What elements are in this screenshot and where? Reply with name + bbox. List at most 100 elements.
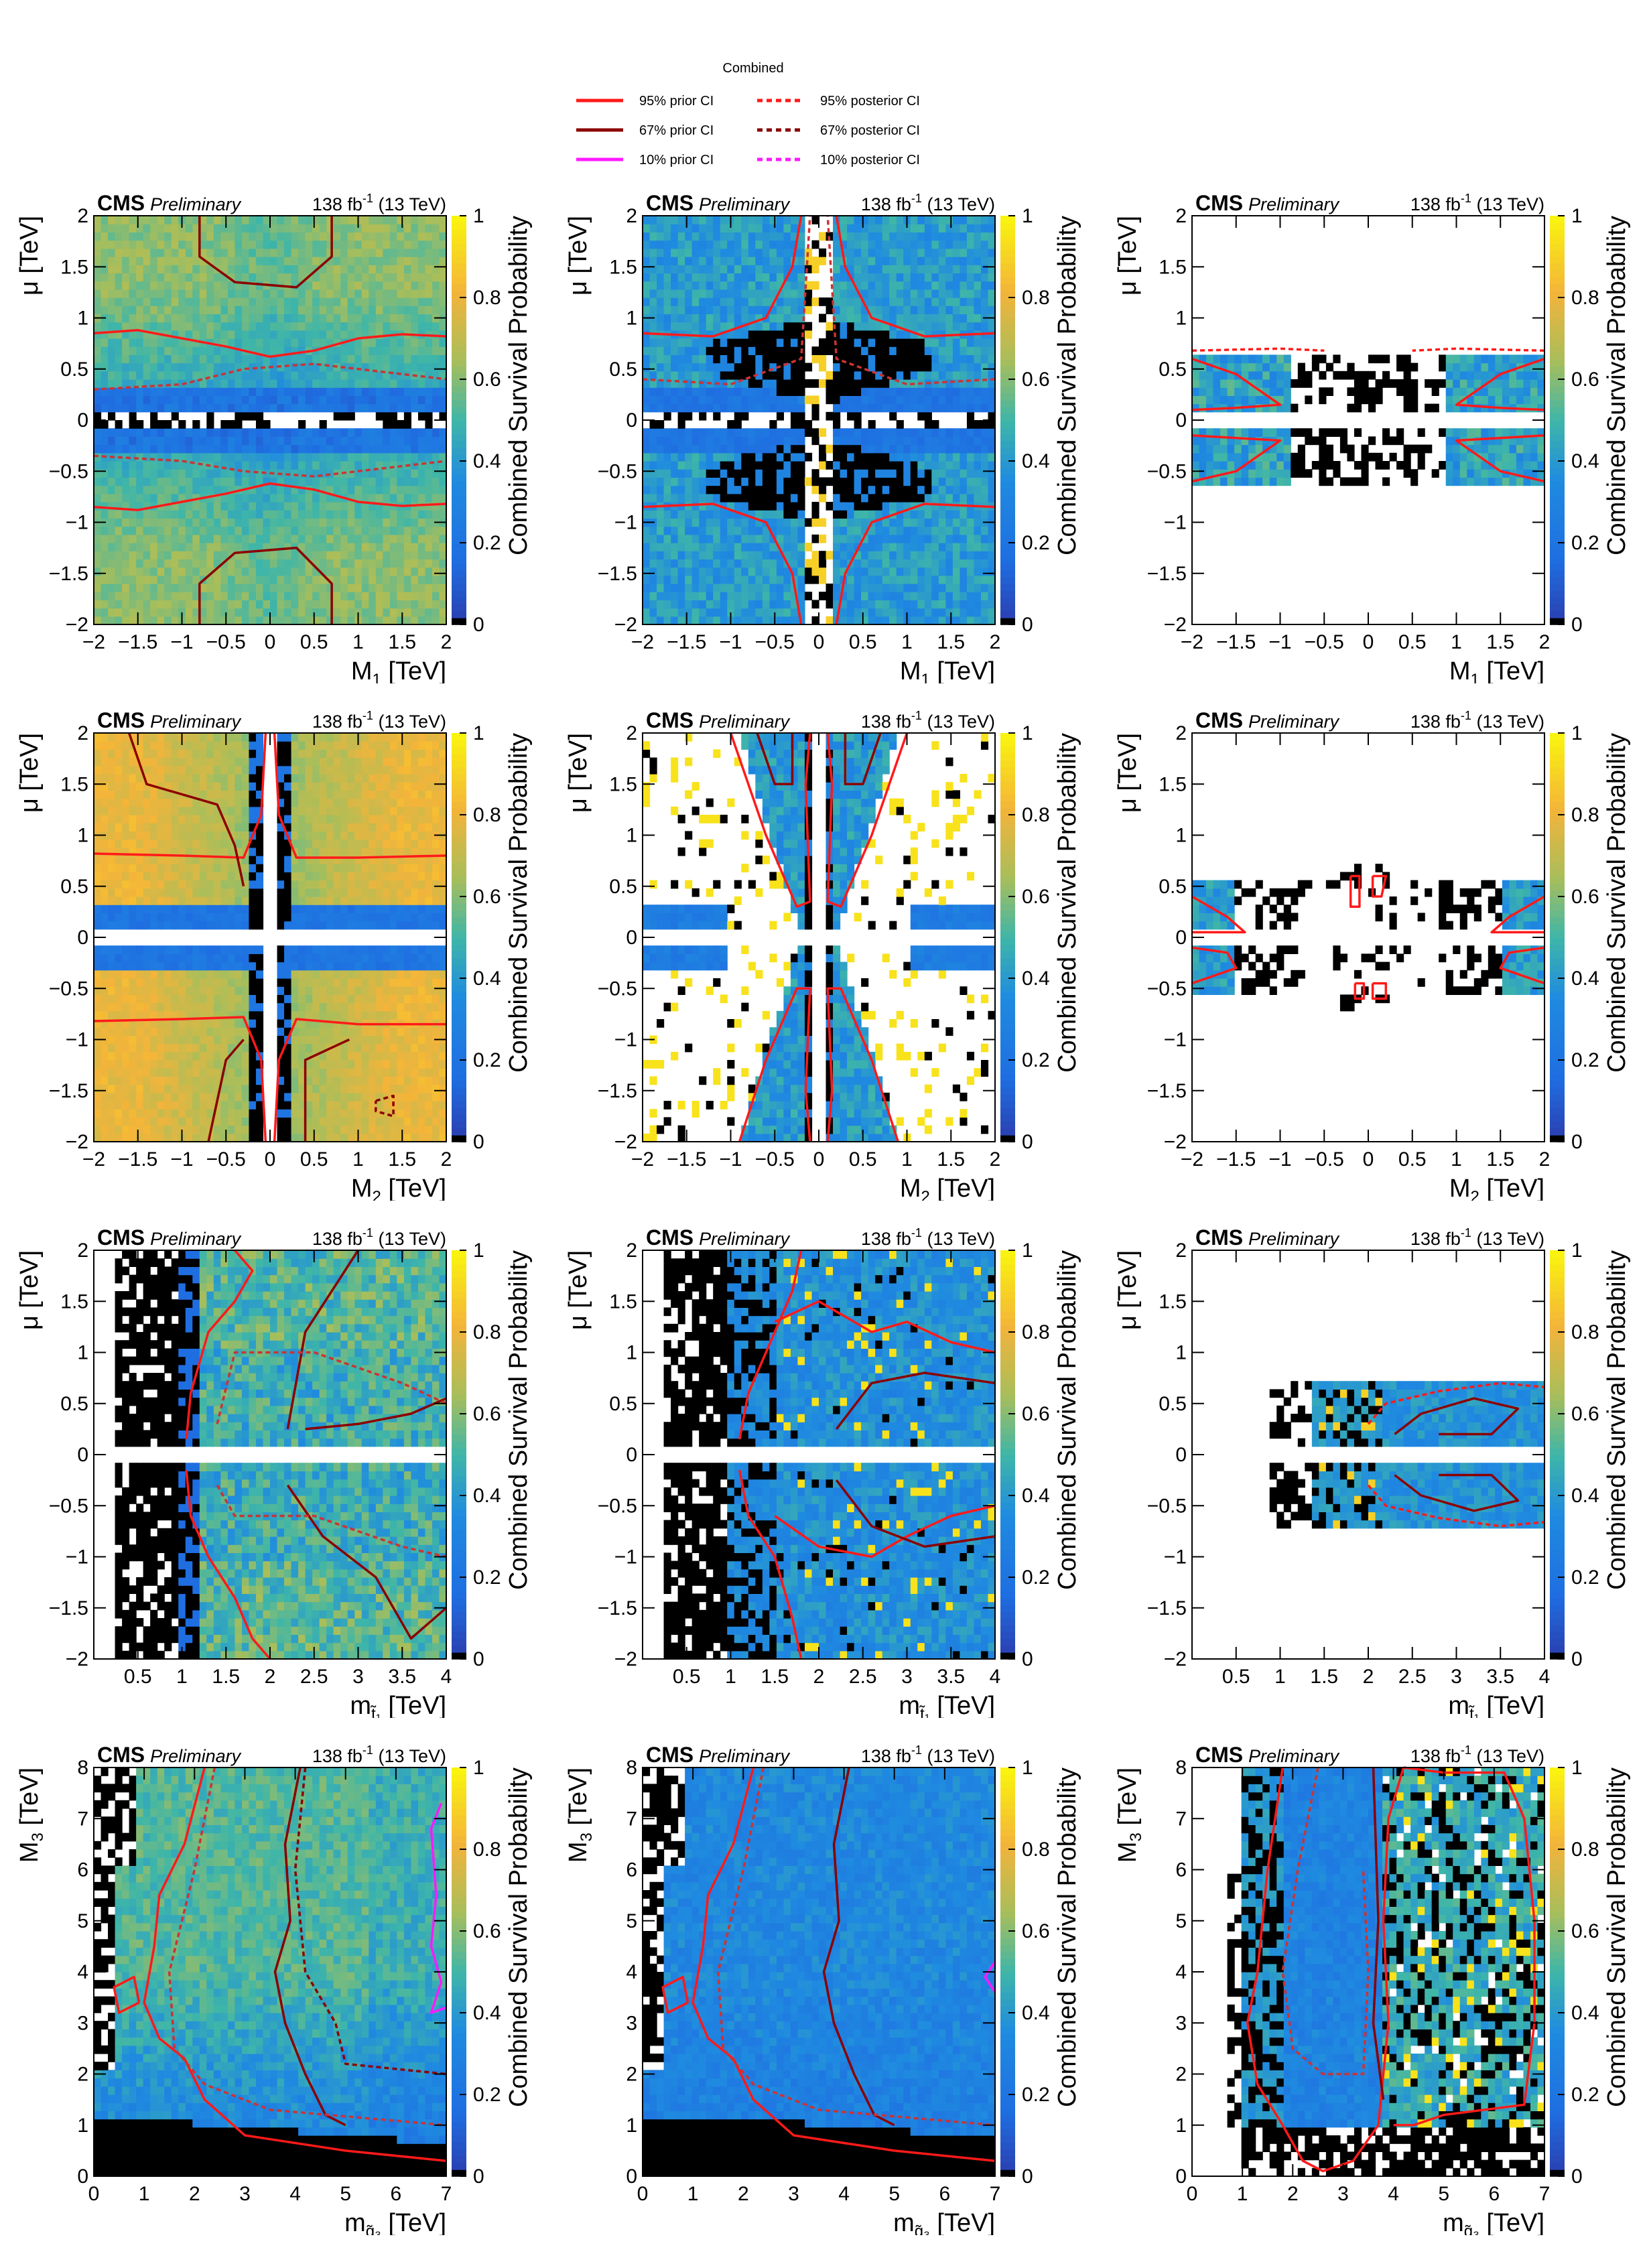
heatmap-cell bbox=[291, 534, 299, 543]
heatmap-cell bbox=[389, 395, 397, 405]
heatmap-cell bbox=[974, 224, 982, 232]
heatmap-cell bbox=[319, 306, 327, 314]
heatmap-cell bbox=[397, 510, 405, 519]
heatmap-cell bbox=[178, 273, 186, 282]
heatmap-cell bbox=[361, 224, 369, 232]
heatmap-cell bbox=[727, 436, 735, 446]
heatmap-cell bbox=[868, 281, 876, 290]
heatmap-cell bbox=[298, 485, 306, 494]
heatmap-cell bbox=[896, 461, 904, 470]
heatmap-cell bbox=[361, 616, 369, 625]
heatmap-cell bbox=[966, 543, 975, 551]
heatmap-cell bbox=[677, 584, 685, 592]
heatmap-cell bbox=[108, 289, 116, 298]
heatmap-cell bbox=[326, 616, 334, 625]
heatmap-cell bbox=[206, 518, 214, 527]
heatmap-cell bbox=[389, 428, 397, 437]
heatmap-cell bbox=[910, 461, 918, 470]
heatmap-cell bbox=[861, 395, 869, 405]
heatmap-cell bbox=[748, 551, 756, 559]
heatmap-cell bbox=[171, 452, 179, 462]
heatmap-cell bbox=[241, 526, 250, 535]
heatmap-cell bbox=[889, 559, 897, 568]
heatmap-cell bbox=[649, 354, 657, 364]
heatmap-cell bbox=[94, 362, 102, 372]
heatmap-cell bbox=[677, 265, 685, 273]
heatmap-cell bbox=[741, 289, 749, 298]
heatmap-cell bbox=[727, 592, 735, 600]
heatmap-cell bbox=[875, 338, 883, 347]
heatmap-cell bbox=[847, 411, 855, 421]
heatmap-cell bbox=[748, 526, 756, 535]
heatmap-cell bbox=[861, 559, 869, 568]
heatmap-cell bbox=[882, 265, 890, 273]
heatmap-cell bbox=[748, 346, 756, 355]
color-bar-segment bbox=[452, 590, 466, 598]
heatmap-cell bbox=[347, 444, 355, 454]
heatmap-cell bbox=[326, 608, 334, 617]
heatmap-cell bbox=[383, 362, 391, 372]
heatmap-cell bbox=[833, 477, 841, 486]
heatmap-cell bbox=[94, 281, 102, 290]
heatmap-cell bbox=[776, 592, 784, 600]
heatmap-cell bbox=[255, 444, 264, 454]
heatmap-cell bbox=[136, 493, 144, 503]
heatmap-cell bbox=[685, 362, 693, 372]
heatmap-cell bbox=[255, 608, 264, 617]
heatmap-cell bbox=[305, 518, 313, 527]
heatmap-cell bbox=[192, 289, 200, 298]
heatmap-cell bbox=[699, 281, 707, 290]
heatmap-cell bbox=[157, 543, 165, 551]
heatmap-cell bbox=[213, 428, 221, 437]
heatmap-cell bbox=[931, 551, 939, 559]
heatmap-cell bbox=[312, 592, 320, 600]
heatmap-cell bbox=[94, 526, 102, 535]
heatmap-cell bbox=[235, 608, 243, 617]
heatmap-cell bbox=[769, 428, 777, 437]
heatmap-cell bbox=[910, 371, 918, 380]
heatmap-cell bbox=[157, 306, 165, 314]
heatmap-cell bbox=[143, 314, 151, 323]
heatmap-cell bbox=[227, 584, 235, 592]
heatmap-cell bbox=[150, 461, 158, 470]
heatmap-cell bbox=[685, 411, 693, 421]
heatmap-cell bbox=[966, 575, 975, 584]
heatmap-cell bbox=[213, 584, 221, 592]
heatmap-cell bbox=[403, 510, 411, 519]
heatmap-cell bbox=[305, 297, 313, 306]
heatmap-cell bbox=[312, 600, 320, 609]
heatmap-cell bbox=[713, 273, 721, 282]
heatmap-cell bbox=[115, 273, 123, 282]
heatmap-cell bbox=[847, 551, 855, 559]
heatmap-cell bbox=[361, 444, 369, 454]
heatmap-cell bbox=[369, 346, 377, 355]
heatmap-cell bbox=[361, 346, 369, 355]
heatmap-cell bbox=[713, 387, 721, 396]
heatmap-cell bbox=[945, 371, 953, 380]
heatmap-cell bbox=[776, 444, 784, 454]
heatmap-cell bbox=[699, 428, 707, 437]
heatmap-cell bbox=[861, 567, 869, 576]
heatmap-cell bbox=[924, 526, 932, 535]
heatmap-cell bbox=[417, 477, 426, 486]
heatmap-cell bbox=[403, 411, 411, 421]
heatmap-cell bbox=[685, 248, 693, 257]
heatmap-cell bbox=[270, 289, 278, 298]
heatmap-cell bbox=[206, 240, 214, 249]
heatmap-cell bbox=[924, 403, 932, 413]
heatmap-cell bbox=[903, 502, 911, 511]
heatmap-cell bbox=[326, 559, 334, 568]
heatmap-cell bbox=[833, 452, 841, 462]
heatmap-cell bbox=[671, 232, 679, 241]
heatmap-cell bbox=[649, 608, 657, 617]
heatmap-cell bbox=[115, 461, 123, 470]
heatmap-cell bbox=[270, 232, 278, 241]
heatmap-cell bbox=[924, 493, 932, 503]
heatmap-cell bbox=[769, 616, 777, 625]
heatmap-cell bbox=[277, 403, 285, 413]
heatmap-cell bbox=[185, 257, 193, 265]
color-bar-segment bbox=[452, 345, 466, 353]
heatmap-cell bbox=[790, 502, 799, 511]
heatmap-cell bbox=[192, 469, 200, 478]
heatmap-cell bbox=[432, 248, 440, 257]
